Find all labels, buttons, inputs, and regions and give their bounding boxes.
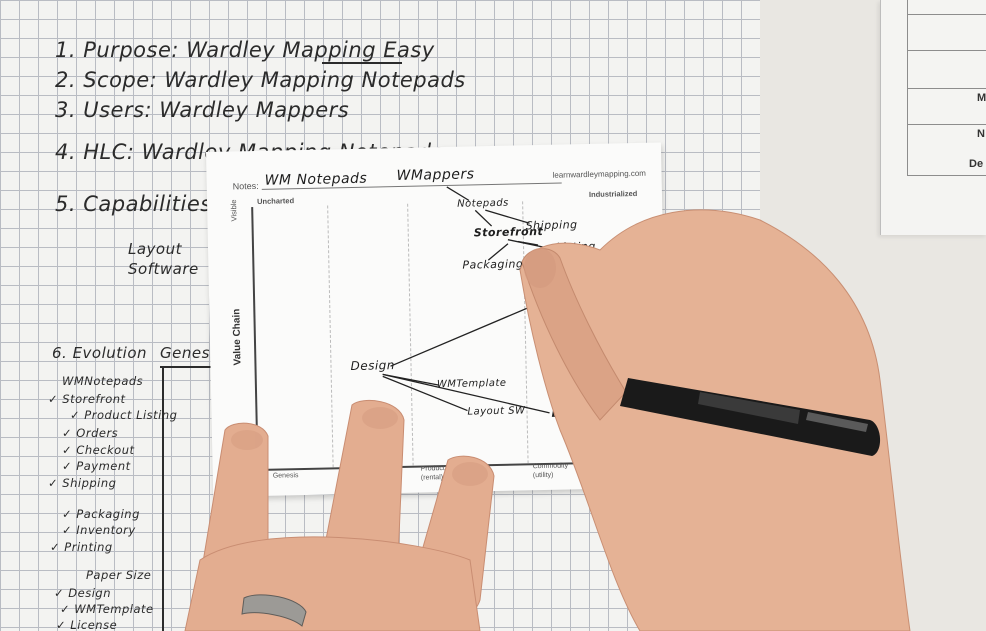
evolution-table-top — [160, 366, 214, 368]
printed-table-sheet: M N De — [880, 0, 986, 235]
wardley-map-notepad-card: Notes: WM Notepads learnwardleymapping.c… — [206, 142, 669, 497]
link-design-layoutsw — [382, 375, 468, 412]
table-label: De — [969, 158, 984, 170]
checklist-item: ✓ Orders — [62, 426, 119, 440]
checklist-item: ✓ Design — [54, 586, 111, 600]
finger-holding-pen — [521, 248, 627, 421]
table-label: M — [977, 92, 986, 104]
checklist-item: ✓ WMTemplate — [60, 602, 154, 616]
finger-ring-band — [241, 594, 307, 627]
link-notepads-shipping — [485, 209, 530, 224]
checklist-item: ✓ License — [56, 618, 118, 631]
table-row-line — [907, 175, 986, 176]
table-row-line — [907, 88, 986, 89]
table-border — [907, 0, 908, 175]
checklist-item: Paper Size — [86, 568, 152, 582]
pen — [620, 378, 881, 456]
checklist-item: WMNotepads — [62, 374, 144, 388]
note-line-users: 3. Users: Wardley Mappers — [55, 98, 350, 122]
capability-software: Software — [128, 260, 199, 278]
table-row-line — [907, 124, 986, 125]
checklist-item: ✓ Inventory — [62, 523, 136, 537]
pen-grip — [698, 392, 800, 424]
checklist-item: ✓ Packaging — [62, 507, 140, 521]
link-design-up — [390, 298, 550, 367]
checklist-item: ✓ Printing — [50, 540, 113, 554]
checklist-item: ✓ Checkout — [62, 443, 135, 457]
map-links — [382, 186, 561, 414]
link-wmappers-notepads — [446, 186, 470, 202]
table-row-line — [907, 50, 986, 51]
fingernail — [362, 407, 398, 429]
link-storefront-packaging — [487, 243, 509, 261]
checklist-item: ✓ Storefront — [48, 392, 126, 406]
note-line-purpose: 1. Purpose: Wardley Mapping Easy — [55, 38, 435, 62]
evolution-table-divider — [162, 366, 164, 631]
checklist-item: ✓ Product Listing — [70, 408, 178, 422]
capability-layout: Layout — [128, 240, 182, 258]
underline-easy — [322, 62, 402, 64]
table-label: N — [977, 128, 985, 140]
fingernail — [231, 430, 263, 450]
pen-barrel — [620, 378, 881, 456]
table-row-line — [907, 14, 986, 15]
link-design-license — [382, 373, 550, 414]
checklist-item: ✓ Shipping — [48, 476, 117, 490]
link-storefront-node — [517, 240, 539, 246]
evolution-genesis-col: Genesis — [160, 344, 223, 362]
fingernail — [452, 462, 488, 486]
checklist-item: ✓ Payment — [62, 459, 131, 473]
pen-clip — [806, 412, 868, 432]
evolution-heading: 6. Evolution — [52, 344, 148, 362]
link-notepads-storefront — [474, 209, 493, 227]
note-line-scope: 2. Scope: Wardley Mapping Notepads — [55, 68, 466, 92]
fingernail — [524, 248, 556, 288]
